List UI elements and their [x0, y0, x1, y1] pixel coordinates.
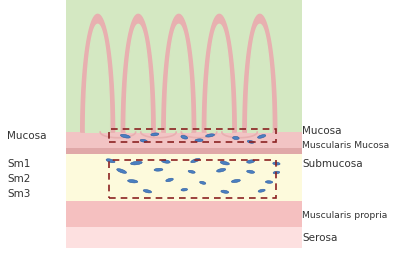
Bar [66, 148, 302, 154]
Ellipse shape [216, 168, 226, 172]
Ellipse shape [258, 135, 266, 138]
Text: Mucosa: Mucosa [302, 125, 342, 136]
Ellipse shape [140, 140, 147, 142]
Bar [66, 227, 302, 248]
Polygon shape [81, 14, 115, 132]
Ellipse shape [128, 180, 138, 183]
Polygon shape [126, 24, 150, 132]
Ellipse shape [117, 169, 126, 173]
Text: Muscularis Mucosa: Muscularis Mucosa [302, 141, 390, 151]
Ellipse shape [188, 170, 195, 173]
Ellipse shape [120, 134, 130, 138]
Ellipse shape [195, 139, 203, 142]
Bar [109, 129, 276, 142]
Ellipse shape [151, 133, 159, 136]
Polygon shape [121, 14, 155, 132]
Bar [66, 132, 302, 148]
Ellipse shape [273, 162, 280, 165]
Text: Submucosa: Submucosa [302, 159, 363, 169]
Ellipse shape [143, 189, 152, 193]
Bar [66, 0, 302, 132]
Polygon shape [207, 24, 232, 132]
Polygon shape [202, 14, 236, 132]
Ellipse shape [273, 171, 280, 174]
Polygon shape [248, 24, 272, 132]
Ellipse shape [191, 158, 200, 163]
Ellipse shape [221, 190, 229, 193]
Text: Sm2: Sm2 [7, 174, 31, 184]
Polygon shape [243, 14, 277, 132]
Text: Serosa: Serosa [302, 232, 338, 243]
Ellipse shape [258, 189, 265, 192]
Polygon shape [86, 24, 110, 132]
Polygon shape [162, 14, 196, 132]
Ellipse shape [232, 136, 239, 140]
Polygon shape [166, 24, 191, 132]
Bar [109, 160, 276, 198]
Ellipse shape [231, 179, 240, 183]
Ellipse shape [106, 159, 115, 163]
Ellipse shape [200, 181, 206, 184]
Text: Sm1: Sm1 [7, 159, 31, 169]
Ellipse shape [265, 181, 273, 183]
Ellipse shape [181, 135, 188, 139]
Ellipse shape [166, 178, 173, 182]
Ellipse shape [247, 160, 254, 163]
Ellipse shape [154, 168, 163, 171]
Ellipse shape [206, 134, 214, 137]
Ellipse shape [130, 161, 142, 165]
Text: Muscularis propria: Muscularis propria [302, 211, 388, 220]
Ellipse shape [162, 160, 170, 163]
Bar [66, 201, 302, 227]
Ellipse shape [247, 140, 254, 143]
Text: Mucosa: Mucosa [7, 131, 47, 141]
Bar [66, 154, 302, 201]
Ellipse shape [181, 188, 188, 191]
Ellipse shape [247, 170, 254, 173]
Ellipse shape [220, 161, 229, 165]
Text: Sm3: Sm3 [7, 189, 31, 199]
